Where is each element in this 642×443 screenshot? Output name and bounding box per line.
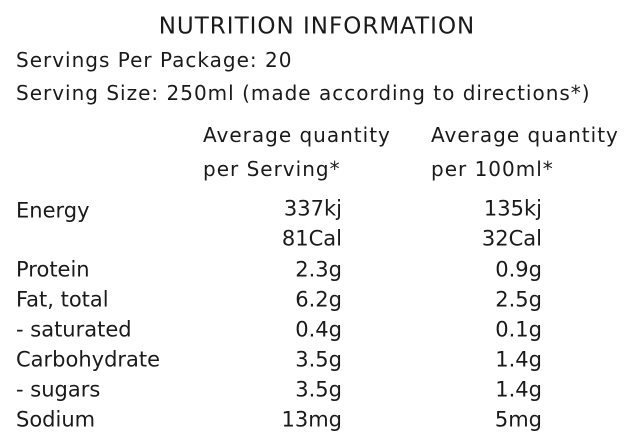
nutrient-value: 1.4g [495, 377, 542, 402]
row-label: Sodium [16, 407, 96, 432]
nutrient-value: 3.5g [295, 377, 342, 402]
row-label: - sugars [16, 377, 101, 402]
row-label: Protein [16, 257, 90, 282]
column-header: Average quantity [431, 123, 619, 147]
column-header: per 100ml* [431, 157, 554, 181]
row-label: Carbohydrate [16, 347, 161, 372]
nutrient-value: 1.4g [495, 347, 542, 372]
nutrient-value: 5mg [494, 407, 542, 432]
title: NUTRITION INFORMATION [158, 13, 476, 40]
nutrient-value: 32Cal [481, 226, 542, 251]
nutrient-value: 2.3g [295, 257, 342, 282]
nutrient-value: 0.1g [495, 317, 542, 342]
row-label: Fat, total [16, 287, 109, 312]
nutrient-value: 2.5g [495, 287, 542, 312]
row-label: Energy [16, 198, 90, 223]
nutrient-value: 0.9g [495, 257, 542, 282]
column-header: Average quantity [203, 123, 391, 147]
nutrient-value: 135kj [483, 196, 542, 221]
nutrient-value: 6.2g [295, 287, 342, 312]
nutrient-value: 0.4g [295, 317, 342, 342]
servings-per-package: Servings Per Package: 20 [16, 48, 293, 72]
nutrient-value: 13mg [281, 407, 342, 432]
nutrient-value: 81Cal [281, 226, 342, 251]
row-label: - saturated [16, 317, 132, 342]
column-header: per Serving* [203, 157, 341, 181]
nutrient-value: 337kj [283, 196, 342, 221]
nutrient-value: 3.5g [295, 347, 342, 372]
serving-size: Serving Size: 250ml (made according to d… [16, 81, 591, 105]
